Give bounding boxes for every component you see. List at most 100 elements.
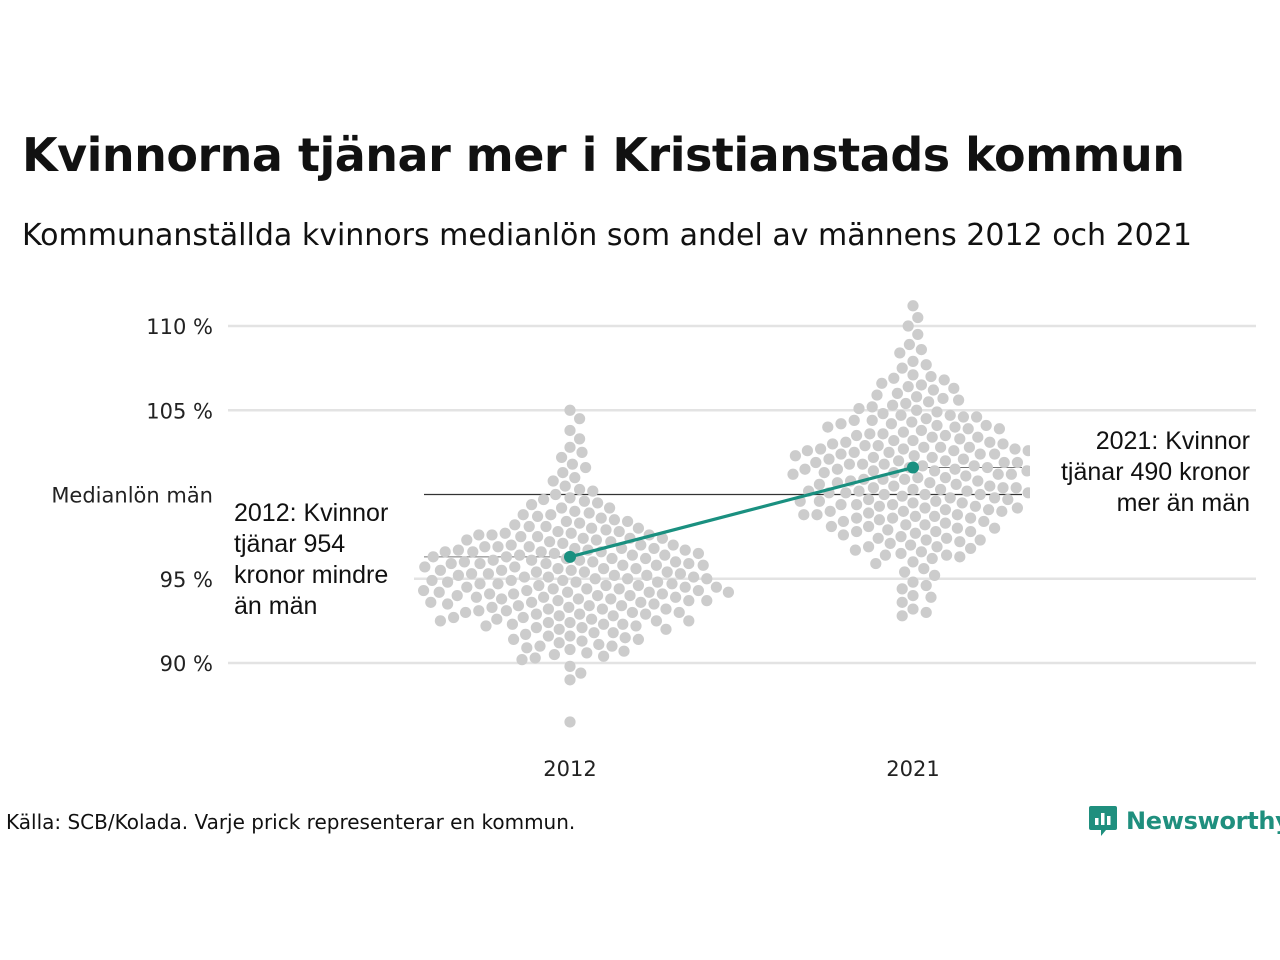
- dot-2012-173: [626, 606, 639, 619]
- dot-2021-70: [1009, 443, 1021, 455]
- dot-2021-82: [867, 451, 880, 464]
- dot-2021-46: [962, 423, 974, 435]
- dot-2012-181: [517, 611, 529, 624]
- dot-2012-127: [533, 579, 545, 592]
- dot-2012-13: [574, 483, 586, 496]
- dot-2012-45: [473, 529, 485, 541]
- dot-2021-182: [909, 527, 922, 539]
- dot-2012-171: [500, 605, 512, 617]
- dot-2012-189: [542, 616, 555, 629]
- dot-2021-69: [815, 443, 827, 455]
- dot-2012-8: [580, 461, 592, 474]
- dot-2021-62: [997, 438, 1009, 450]
- dot-2012-60: [492, 541, 504, 553]
- dot-2021-112: [899, 473, 911, 485]
- dot-2012-66: [452, 544, 464, 556]
- dot-2021-123: [867, 482, 880, 494]
- dot-2021-51: [864, 428, 876, 440]
- dot-2021-156: [897, 505, 910, 517]
- dot-2012-84: [487, 554, 499, 566]
- dot-2012-16: [564, 492, 576, 504]
- dot-2021-92: [857, 458, 869, 470]
- dot-2021-134: [919, 488, 931, 501]
- dot-2012-135: [613, 583, 625, 595]
- dot-2012-6: [556, 451, 568, 464]
- dot-2021-150: [873, 500, 886, 512]
- dot-2012-120: [426, 574, 438, 587]
- dot-2021-8: [920, 359, 932, 371]
- dot-2021-200: [954, 551, 966, 563]
- dot-2012-183: [586, 613, 598, 625]
- dot-2021-85: [823, 453, 835, 465]
- dot-2021-120: [813, 478, 826, 490]
- dot-2012-153: [605, 593, 617, 605]
- dot-2021-77: [835, 448, 847, 460]
- dot-2021-23: [953, 394, 965, 406]
- dot-2012-152: [572, 593, 585, 605]
- dot-2012-94: [697, 559, 709, 571]
- dot-2012-22: [604, 502, 616, 514]
- dot-2021-192: [931, 541, 943, 553]
- dot-2021-36: [920, 413, 932, 425]
- dot-2012-201: [520, 628, 532, 640]
- dot-2012-30: [560, 515, 573, 528]
- dot-2021-191: [905, 539, 917, 551]
- dot-2021-37: [866, 414, 878, 426]
- chart-title: Kvinnorna tjänar mer i Kristianstads kom…: [22, 128, 1185, 182]
- dot-2012-70: [467, 546, 479, 558]
- dot-2021-159: [863, 507, 875, 519]
- dot-2021-189: [954, 536, 966, 548]
- chart-subtitle: Kommunanställda kvinnors medianlön som a…: [22, 218, 1192, 253]
- dot-2012-167: [486, 601, 498, 613]
- x-tick-label-2012: 2012: [543, 757, 596, 781]
- dot-2021-49: [897, 426, 910, 438]
- dot-2012-93: [650, 559, 663, 571]
- dot-2012-42: [499, 527, 511, 539]
- dot-2021-47: [993, 423, 1006, 435]
- dot-2021-67: [963, 441, 976, 453]
- highlight-point-2021: [907, 461, 919, 474]
- dot-2021-103: [1021, 465, 1033, 477]
- dot-2021-165: [887, 512, 899, 524]
- dot-2012-160: [425, 596, 437, 608]
- dot-2012-139: [562, 586, 574, 598]
- dot-2012-111: [452, 569, 464, 581]
- dot-2021-177: [989, 522, 1001, 534]
- dot-2021-27: [866, 401, 878, 413]
- dot-2021-68: [897, 443, 910, 455]
- dot-2012-126: [666, 578, 678, 590]
- dot-2012-88: [540, 557, 552, 570]
- dot-2021-42: [931, 419, 943, 432]
- dot-2021-16: [902, 381, 914, 393]
- dot-2012-206: [632, 633, 645, 646]
- dot-2012-35: [523, 520, 535, 533]
- dot-2012-185: [650, 615, 663, 627]
- dot-2012-23: [569, 505, 581, 517]
- annotation-2021-background: [1030, 424, 1256, 518]
- dot-2021-63: [872, 440, 884, 452]
- annotations: 2012: Kvinnor tjänar 954 kronor mindre än m…: [228, 424, 1256, 621]
- annotation-2021-line-0: 2021: Kvinnor: [1096, 427, 1250, 455]
- dot-2021-158: [996, 505, 1008, 517]
- dot-2012-86: [670, 556, 682, 568]
- dot-2012-61: [479, 541, 491, 553]
- dot-2021-125: [1010, 482, 1022, 494]
- dot-2012-203: [542, 630, 555, 642]
- dot-2012-164: [616, 600, 628, 612]
- y-tick-label-95: 95 %: [160, 568, 213, 592]
- dot-2012-204: [619, 632, 631, 644]
- dot-2021-131: [840, 487, 852, 499]
- dot-2012-197: [553, 623, 565, 635]
- dot-2012-223: [564, 716, 576, 728]
- dot-2012-92: [617, 559, 629, 571]
- dot-2021-75: [848, 446, 860, 458]
- dot-2021-26: [887, 399, 899, 411]
- dot-2012-53: [544, 536, 556, 548]
- dot-2021-55: [972, 431, 984, 443]
- dot-2012-182: [448, 611, 460, 624]
- brand-logo[interactable]: Newsworthy: [1088, 804, 1280, 838]
- dot-2021-12: [888, 372, 900, 384]
- dot-2012-179: [553, 610, 565, 622]
- dot-2021-148: [851, 499, 863, 511]
- dot-2012-162: [442, 598, 454, 610]
